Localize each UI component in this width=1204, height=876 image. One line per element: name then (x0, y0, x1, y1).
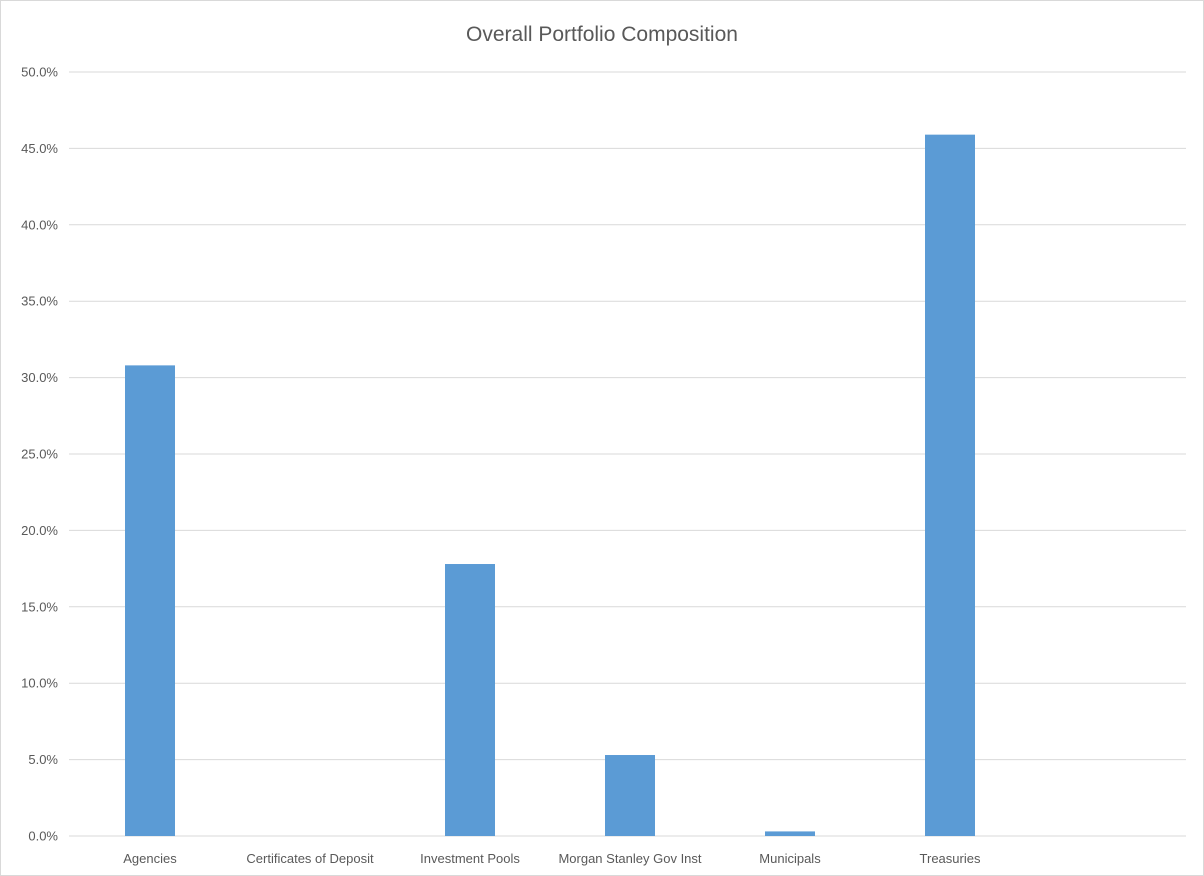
y-tick-label: 50.0% (21, 65, 58, 80)
y-tick-label: 35.0% (21, 294, 58, 309)
bar (125, 365, 175, 836)
y-tick-label: 45.0% (21, 141, 58, 156)
y-tick-label: 0.0% (28, 829, 58, 844)
bar (605, 755, 655, 836)
y-tick-label: 15.0% (21, 599, 58, 614)
bar (445, 564, 495, 836)
y-tick-label: 25.0% (21, 447, 58, 462)
x-tick-label: Treasuries (920, 851, 981, 866)
x-tick-label: Municipals (759, 851, 821, 866)
y-tick-label: 20.0% (21, 523, 58, 538)
y-tick-label: 10.0% (21, 676, 58, 691)
y-tick-label: 5.0% (28, 752, 58, 767)
chart-title: Overall Portfolio Composition (466, 23, 738, 46)
x-tick-label: Morgan Stanley Gov Inst (558, 851, 701, 866)
bar (925, 134, 975, 836)
x-tick-label: Agencies (123, 851, 177, 866)
y-tick-label: 40.0% (21, 217, 58, 232)
y-tick-label: 30.0% (21, 370, 58, 385)
x-tick-label: Investment Pools (420, 851, 520, 866)
x-tick-label: Certificates of Deposit (246, 851, 374, 866)
bar (765, 831, 815, 836)
